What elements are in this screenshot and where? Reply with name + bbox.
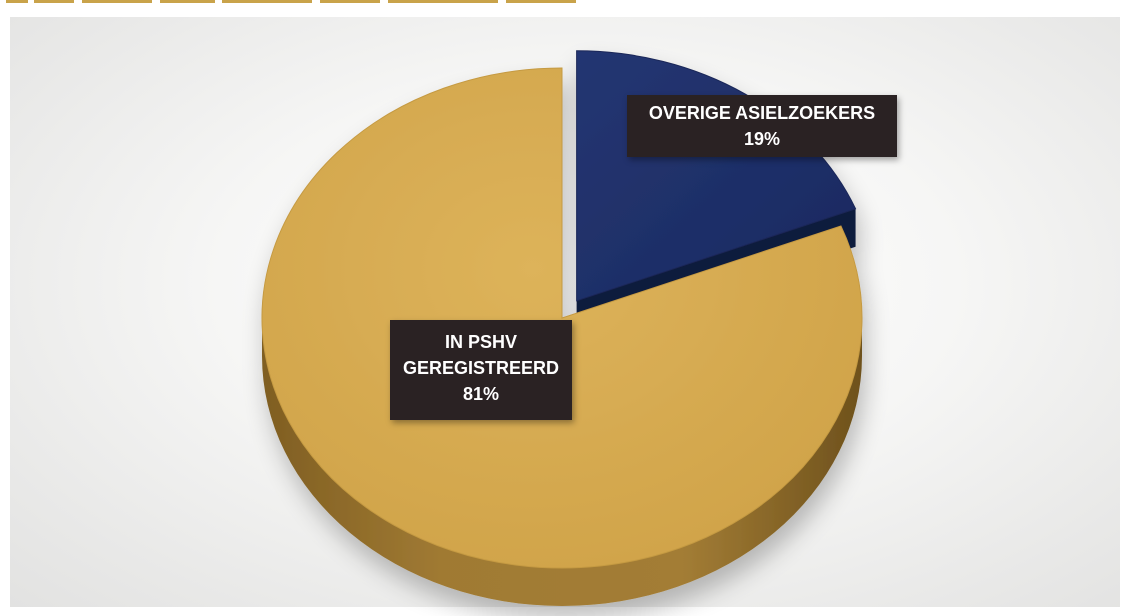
- cropped-header-text: [0, 0, 600, 8]
- slice-label-pshv-value: 81%: [462, 384, 500, 404]
- slice-label-overige-name: OVERIGE ASIELZOEKERS: [648, 103, 876, 123]
- slice-label-overige-value: 19%: [743, 129, 781, 149]
- slice-label-pshv: IN PSHV GEREGISTREERD 81%: [390, 320, 572, 420]
- pie-slice-1: [261, 67, 863, 569]
- slice-label-pshv-name-line2: GEREGISTREERD: [402, 358, 560, 378]
- slice-label-pshv-name-line1: IN PSHV: [444, 332, 518, 352]
- slice-label-overige: OVERIGE ASIELZOEKERS 19%: [627, 95, 897, 157]
